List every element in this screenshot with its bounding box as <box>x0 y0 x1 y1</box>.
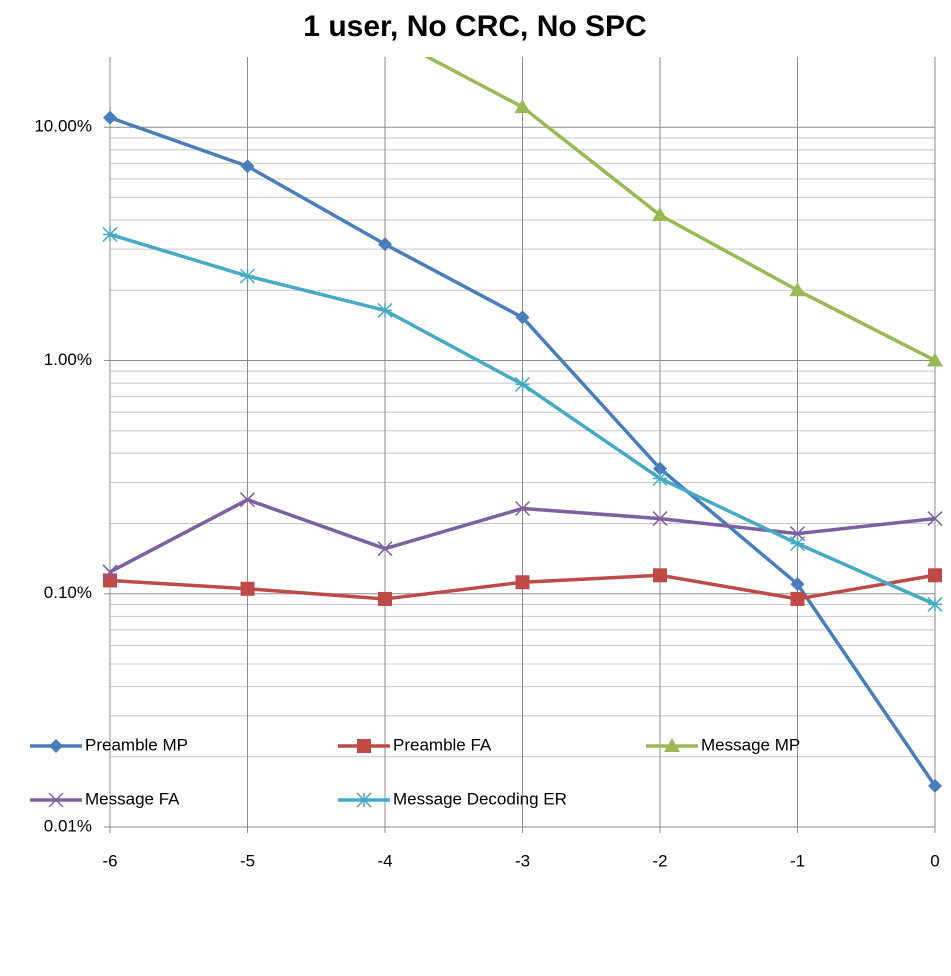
marker <box>378 237 392 252</box>
marker <box>790 591 805 606</box>
marker <box>240 581 255 596</box>
marker <box>653 568 667 583</box>
y-tick-label: 1.00% <box>44 350 92 369</box>
grid <box>104 57 936 833</box>
legend-label: Message Decoding ER <box>393 789 567 808</box>
marker <box>789 282 806 297</box>
marker <box>102 226 118 242</box>
marker <box>927 511 943 527</box>
marker <box>514 376 531 392</box>
legend-label: Preamble FA <box>393 735 492 754</box>
marker <box>927 596 943 612</box>
chart-title: 1 user, No CRC, No SPC <box>303 10 646 43</box>
marker <box>240 159 255 174</box>
legend-marker <box>664 738 680 752</box>
marker <box>928 568 942 583</box>
x-tick-label: -6 <box>102 851 117 870</box>
marker <box>239 268 256 284</box>
y-tick-label: 0.01% <box>44 816 92 835</box>
marker <box>103 110 117 125</box>
x-tick-label: -1 <box>790 851 805 870</box>
marker <box>378 591 392 606</box>
marker <box>377 541 393 557</box>
x-tick-label: -2 <box>652 851 667 870</box>
x-tick-label: 0 <box>930 851 939 870</box>
marker <box>514 99 531 114</box>
marker <box>103 573 117 588</box>
legend-label: Message FA <box>85 789 180 808</box>
marker <box>790 577 805 592</box>
marker <box>652 511 668 527</box>
marker <box>652 470 668 487</box>
labels: 0.01% 0.10% 1.00% 10.00% -6 -5 -4 -3 -2 -1 0 Preamb… <box>30 117 940 870</box>
x-tick-label: -4 <box>377 851 392 870</box>
marker <box>515 575 530 590</box>
marker <box>515 310 530 325</box>
x-tick-label: -3 <box>515 851 530 870</box>
marker <box>927 352 943 367</box>
legend-marker <box>48 792 64 808</box>
legend-marker <box>49 739 63 753</box>
y-tick-label: 0.10% <box>44 583 92 602</box>
marker <box>377 302 393 318</box>
marker <box>789 536 806 552</box>
marker <box>653 461 667 476</box>
legend-marker <box>357 739 371 753</box>
marker <box>652 207 668 222</box>
marker <box>514 500 531 517</box>
legend-label: Preamble MP <box>85 735 188 754</box>
legend-marker <box>356 792 372 808</box>
marker <box>928 778 942 793</box>
marker <box>239 492 256 508</box>
legend-label: Message MP <box>701 735 800 754</box>
x-tick-label: -5 <box>240 851 255 870</box>
y-tick-label: 10.00% <box>34 117 92 136</box>
marker <box>102 564 118 580</box>
plot-area <box>102 57 943 793</box>
